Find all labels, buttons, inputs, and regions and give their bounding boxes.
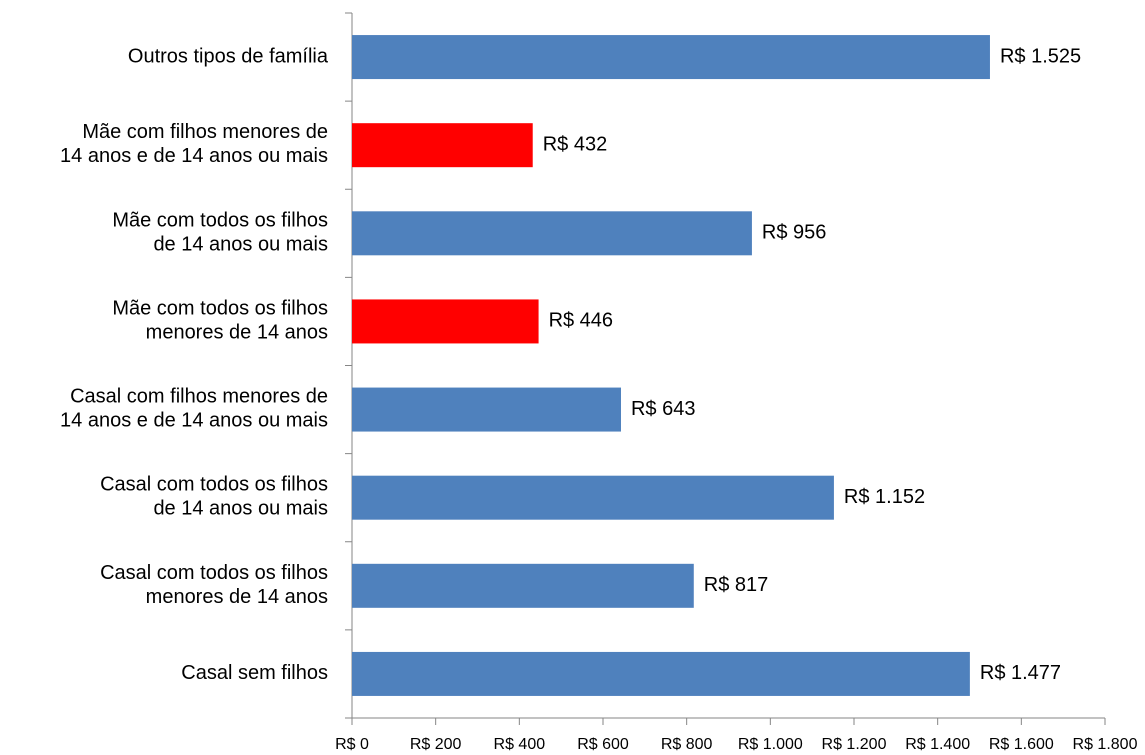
- x-tick-label: R$ 200: [410, 736, 462, 753]
- category-label: Mãe com todos os filhos menores de 14 ano…: [112, 298, 328, 344]
- category-label: Casal com todos os filhos de 14 anos ou m…: [100, 474, 328, 520]
- bar: [352, 35, 990, 80]
- bar: [352, 387, 621, 432]
- bar: [352, 123, 533, 168]
- bar: [352, 563, 694, 608]
- value-label: R$ 817: [704, 574, 769, 596]
- value-label: R$ 1.477: [980, 662, 1061, 684]
- x-tick-label: R$ 1.800: [1073, 736, 1138, 753]
- x-tick-label: R$ 800: [661, 736, 713, 753]
- category-label: Outros tipos de família: [128, 45, 329, 67]
- category-label: Mãe com filhos menores de 14 anos e de 14…: [60, 121, 328, 167]
- bar: [352, 299, 539, 344]
- x-tick-label: R$ 400: [494, 736, 546, 753]
- category-label: Casal com todos os filhos menores de 14 a…: [100, 562, 328, 608]
- category-label: Casal sem filhos: [181, 662, 328, 684]
- value-label: R$ 643: [631, 398, 696, 420]
- x-tick-label: R$ 1.200: [822, 736, 887, 753]
- value-label: R$ 446: [549, 310, 614, 332]
- x-tick-label: R$ 0: [335, 736, 369, 753]
- value-label: R$ 956: [762, 222, 827, 244]
- bar: [352, 211, 752, 256]
- category-label: Mãe com todos os filhos de 14 anos ou mai…: [112, 210, 328, 256]
- bar: [352, 651, 970, 696]
- x-tick-label: R$ 1.400: [905, 736, 970, 753]
- x-tick-label: R$ 600: [577, 736, 629, 753]
- x-tick-label: R$ 1.600: [989, 736, 1054, 753]
- category-label: Casal com filhos menores de 14 anos e de …: [60, 386, 328, 432]
- value-label: R$ 1.152: [844, 486, 925, 508]
- bar: [352, 475, 834, 520]
- value-label: R$ 432: [543, 133, 608, 155]
- value-label: R$ 1.525: [1000, 45, 1081, 67]
- x-tick-label: R$ 1.000: [738, 736, 803, 753]
